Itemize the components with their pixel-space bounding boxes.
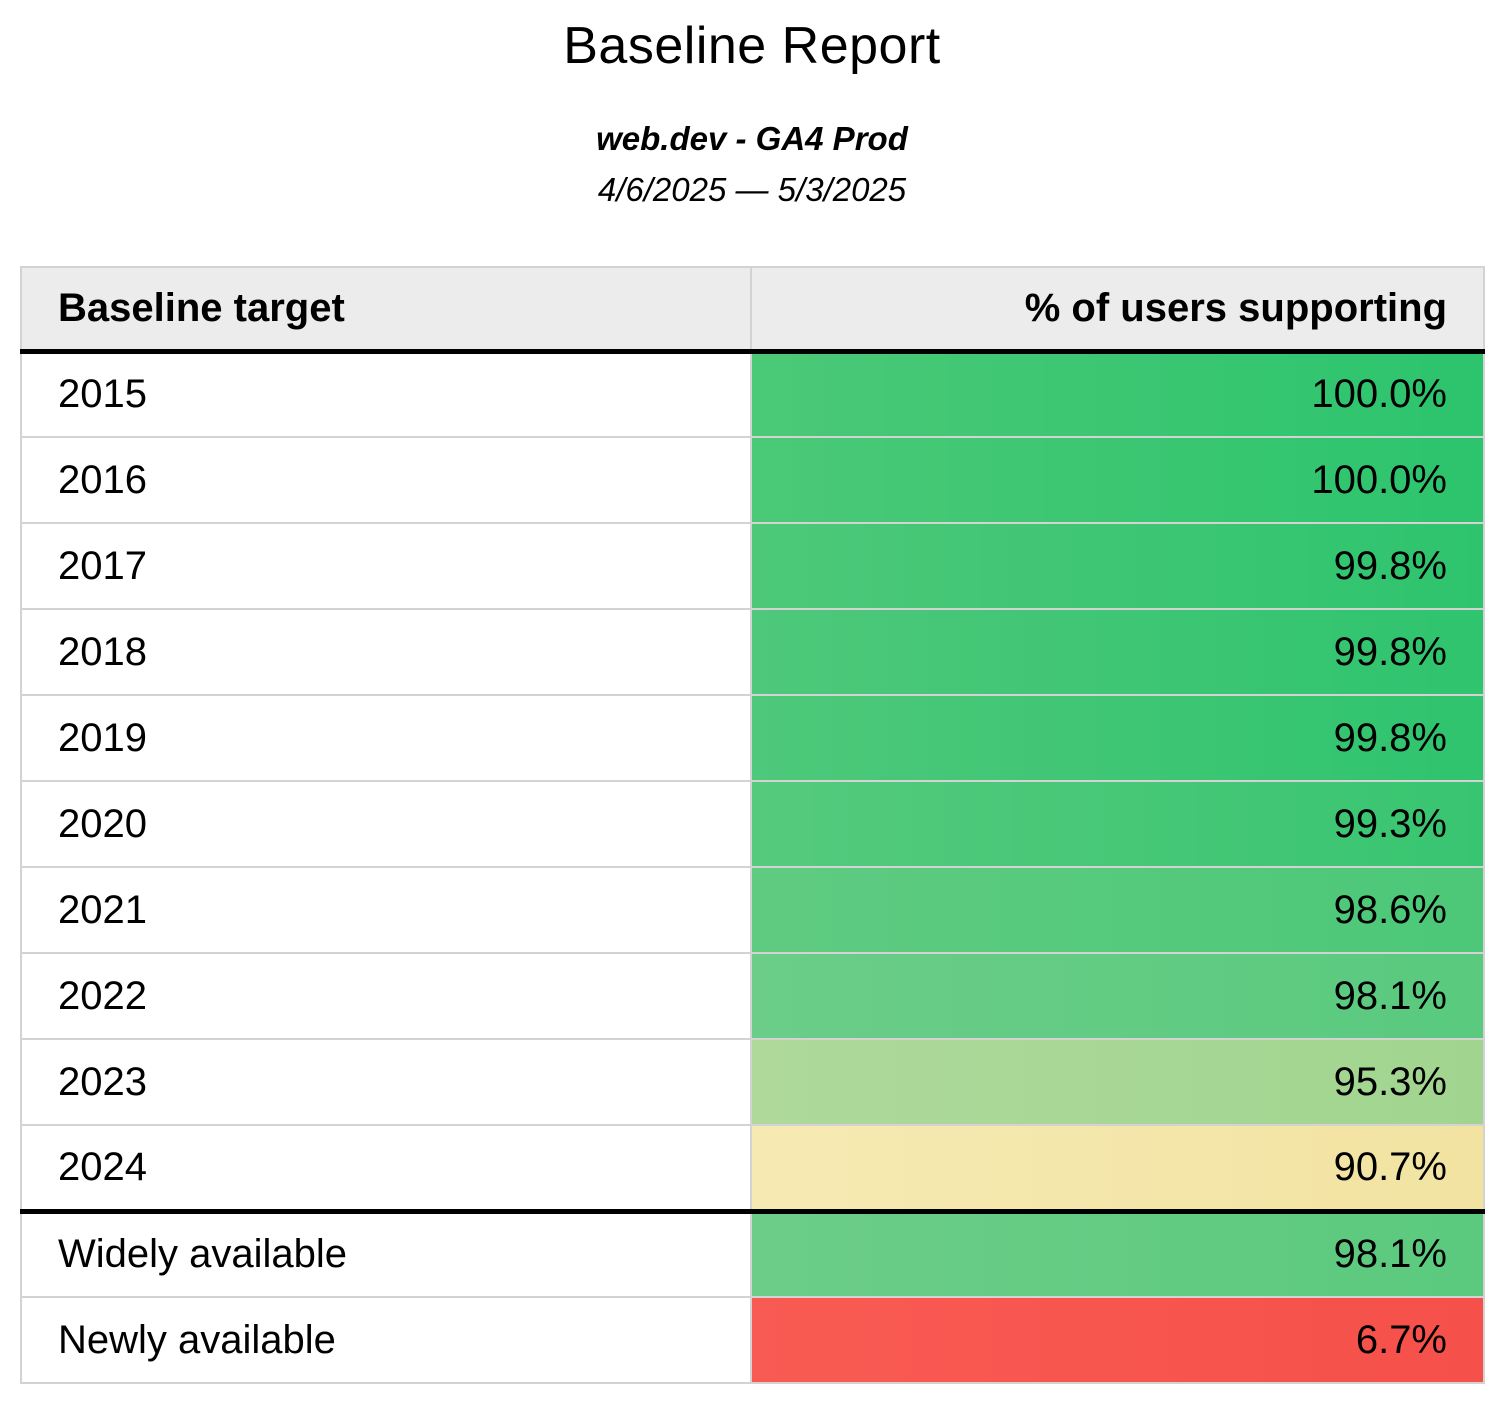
table-row: 2023 95.3% <box>20 1038 1485 1126</box>
users-supporting-cell: 100.0% <box>750 436 1485 524</box>
baseline-target-cell: 2020 <box>20 780 752 868</box>
users-supporting-cell: 98.1% <box>750 1210 1485 1298</box>
report-date-range: 4/6/2025 — 5/3/2025 <box>597 171 907 208</box>
table-header-row: Baseline target % of users supporting <box>20 266 1485 354</box>
users-supporting-cell: 99.8% <box>750 694 1485 782</box>
column-header-users-supporting: % of users supporting <box>750 266 1485 354</box>
users-supporting-cell: 6.7% <box>750 1296 1485 1384</box>
users-supporting-cell: 90.7% <box>750 1124 1485 1214</box>
baseline-target-cell: 2024 <box>20 1124 752 1214</box>
table-row: 2015 100.0% <box>20 350 1485 438</box>
page-title: Baseline Report <box>563 17 941 75</box>
column-header-baseline-target: Baseline target <box>20 266 752 354</box>
report-source-subtitle: web.dev - GA4 Prod <box>596 120 908 157</box>
table-row: 2016 100.0% <box>20 436 1485 524</box>
baseline-target-cell: 2016 <box>20 436 752 524</box>
users-supporting-cell: 99.8% <box>750 608 1485 696</box>
baseline-target-cell: Widely available <box>20 1210 752 1298</box>
users-supporting-cell: 98.1% <box>750 952 1485 1040</box>
users-supporting-cell: 100.0% <box>750 350 1485 438</box>
table-row: 2018 99.8% <box>20 608 1485 696</box>
baseline-target-cell: 2019 <box>20 694 752 782</box>
table-row: 2022 98.1% <box>20 952 1485 1040</box>
baseline-target-cell: 2022 <box>20 952 752 1040</box>
baseline-target-cell: 2017 <box>20 522 752 610</box>
baseline-target-cell: 2018 <box>20 608 752 696</box>
table-row: Widely available 98.1% <box>20 1210 1485 1298</box>
baseline-target-cell: 2023 <box>20 1038 752 1126</box>
table-row: 2021 98.6% <box>20 866 1485 954</box>
table-row: 2020 99.3% <box>20 780 1485 868</box>
table-row: 2019 99.8% <box>20 694 1485 782</box>
users-supporting-cell: 99.8% <box>750 522 1485 610</box>
baseline-target-cell: 2021 <box>20 866 752 954</box>
table-row: 2024 90.7% <box>20 1124 1485 1214</box>
table-row: 2017 99.8% <box>20 522 1485 610</box>
table-body: 2015 100.0% 2016 100.0% 2017 99.8% 2018 99.8% 20… <box>20 350 1485 1384</box>
baseline-target-cell: 2015 <box>20 350 752 438</box>
baseline-target-cell: Newly available <box>20 1296 752 1384</box>
users-supporting-cell: 98.6% <box>750 866 1485 954</box>
users-supporting-cell: 95.3% <box>750 1038 1485 1126</box>
users-supporting-cell: 99.3% <box>750 780 1485 868</box>
baseline-table: Baseline target % of users supporting 20… <box>20 266 1485 1384</box>
table-row: Newly available 6.7% <box>20 1296 1485 1384</box>
